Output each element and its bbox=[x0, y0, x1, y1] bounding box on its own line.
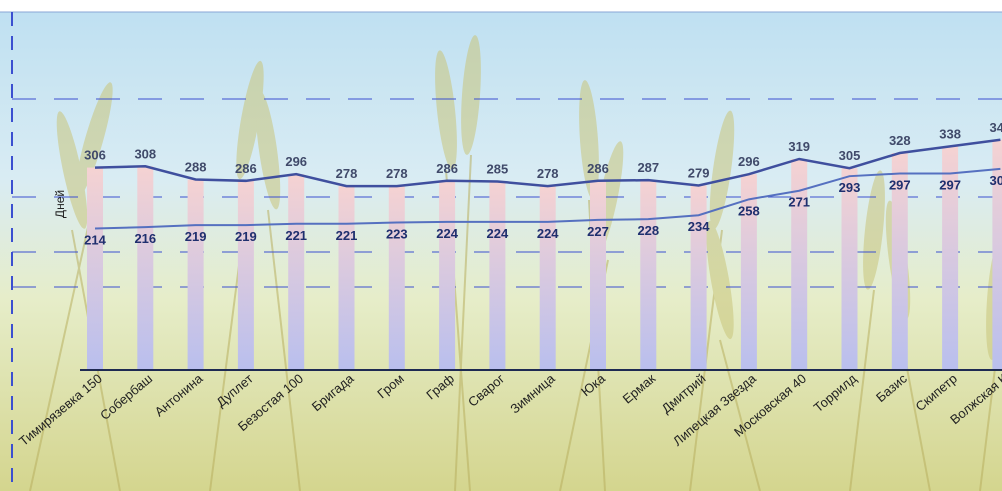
series-lines bbox=[94, 138, 1001, 230]
bar bbox=[841, 168, 858, 370]
bar bbox=[489, 181, 506, 370]
bar bbox=[439, 180, 456, 370]
wheat-ear bbox=[461, 35, 481, 155]
data-label-lower: 223 bbox=[386, 226, 408, 241]
data-label-upper: 286 bbox=[436, 161, 458, 176]
bar bbox=[237, 180, 254, 370]
data-label-upper: 296 bbox=[738, 154, 760, 169]
bar bbox=[288, 174, 305, 370]
data-label-upper: 308 bbox=[134, 146, 156, 161]
data-label-lower: 227 bbox=[587, 224, 609, 239]
data-label-lower: 258 bbox=[738, 203, 760, 218]
bar bbox=[388, 186, 405, 370]
data-labels: 306 308 288 286 296 278 278 286 285 278 286 287 279 2… bbox=[84, 120, 1002, 248]
bar bbox=[187, 179, 204, 370]
data-label-upper: 279 bbox=[688, 165, 710, 180]
wheat-ear bbox=[56, 111, 88, 229]
data-label-lower: 228 bbox=[637, 223, 659, 238]
data-label-lower: 224 bbox=[436, 226, 458, 241]
data-label-lower: 234 bbox=[688, 219, 710, 234]
data-label-upper: 287 bbox=[637, 160, 659, 175]
bar bbox=[791, 158, 808, 370]
wheat-stem bbox=[29, 199, 95, 491]
bar bbox=[338, 186, 355, 370]
wheat-ear bbox=[75, 82, 113, 198]
data-label-upper: 286 bbox=[235, 161, 257, 176]
data-label-upper: 338 bbox=[939, 126, 961, 141]
data-label-lower: 224 bbox=[487, 226, 509, 241]
data-label-upper: 348 bbox=[990, 120, 1002, 135]
data-label-lower: 297 bbox=[939, 178, 961, 193]
wheat-ear bbox=[579, 80, 599, 200]
data-label-upper: 286 bbox=[587, 161, 609, 176]
data-label-upper: 278 bbox=[336, 166, 358, 181]
data-label-lower: 221 bbox=[285, 228, 307, 243]
data-label-lower: 221 bbox=[336, 228, 358, 243]
data-label-upper: 328 bbox=[889, 133, 911, 148]
data-label-upper: 285 bbox=[487, 161, 509, 176]
wheat-stem bbox=[267, 209, 301, 491]
data-label-lower: 293 bbox=[839, 180, 861, 195]
wheat-ear bbox=[863, 170, 885, 290]
data-label-lower: 224 bbox=[537, 226, 559, 241]
bar bbox=[640, 180, 657, 370]
series-line-lower bbox=[94, 167, 1001, 230]
bar bbox=[992, 139, 1002, 370]
data-label-upper: 306 bbox=[84, 148, 106, 163]
bar bbox=[137, 166, 154, 370]
wheat-stem bbox=[454, 154, 472, 491]
bar bbox=[590, 180, 606, 370]
bar bbox=[87, 167, 103, 370]
data-label-lower: 304 bbox=[990, 173, 1002, 188]
bar bbox=[891, 153, 908, 370]
bar bbox=[740, 174, 757, 370]
wheat-stem bbox=[979, 359, 997, 491]
data-label-lower: 214 bbox=[84, 232, 106, 247]
bar bbox=[539, 186, 556, 370]
wheat-ear bbox=[435, 50, 457, 170]
data-label-upper: 278 bbox=[537, 166, 559, 181]
y-axis-title: Дней bbox=[53, 190, 67, 218]
series-line-upper bbox=[94, 138, 1001, 188]
wheat-ear bbox=[706, 220, 734, 340]
bar bbox=[690, 185, 707, 370]
wheat-ear bbox=[236, 60, 264, 180]
data-label-upper: 319 bbox=[788, 139, 810, 154]
data-label-lower: 219 bbox=[185, 229, 207, 244]
data-label-upper: 278 bbox=[386, 166, 408, 181]
data-label-upper: 296 bbox=[285, 154, 307, 169]
data-label-upper: 305 bbox=[839, 148, 861, 163]
data-label-upper: 288 bbox=[185, 159, 207, 174]
wheat-stem bbox=[719, 339, 761, 491]
data-label-lower: 297 bbox=[889, 178, 911, 193]
wheat-ear bbox=[255, 90, 281, 210]
data-label-lower: 216 bbox=[134, 231, 156, 246]
wheat-stem bbox=[849, 289, 875, 491]
data-label-lower: 219 bbox=[235, 229, 257, 244]
bar bbox=[942, 146, 959, 370]
bars bbox=[87, 139, 1002, 370]
wheat-ear bbox=[709, 110, 735, 230]
data-label-lower: 271 bbox=[788, 195, 810, 210]
